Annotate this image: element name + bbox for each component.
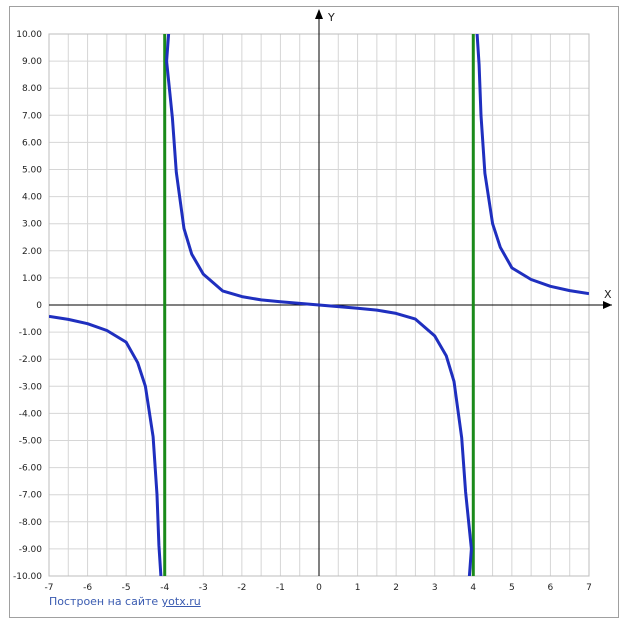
credit-link[interactable]: yotx.ru bbox=[161, 595, 201, 608]
x-tick-label: 3 bbox=[432, 583, 438, 593]
x-tick-label: 7 bbox=[586, 583, 592, 593]
y-axis-label: Y bbox=[327, 11, 335, 24]
x-tick-label: -1 bbox=[276, 583, 285, 593]
credit-line: Построен на сайте yotx.ru bbox=[49, 595, 201, 608]
y-tick-label: -2.00 bbox=[19, 355, 43, 365]
x-tick-label: 6 bbox=[548, 583, 554, 593]
y-tick-label: -4.00 bbox=[19, 409, 43, 419]
x-tick-label: 5 bbox=[509, 583, 515, 593]
y-tick-label: 4.00 bbox=[22, 193, 42, 203]
y-tick-label: 3.00 bbox=[22, 220, 42, 230]
y-tick-label: 8.00 bbox=[22, 84, 42, 94]
x-axis-arrow bbox=[603, 301, 612, 309]
x-tick-label: 1 bbox=[355, 583, 361, 593]
x-axis-label: X bbox=[604, 288, 612, 301]
x-tick-label: -3 bbox=[199, 583, 208, 593]
y-axis-arrow bbox=[315, 9, 323, 19]
curve-branch bbox=[49, 314, 163, 576]
y-tick-label: 0 bbox=[36, 301, 42, 311]
y-tick-label: -6.00 bbox=[19, 464, 43, 474]
y-tick-label: -10.00 bbox=[13, 572, 42, 582]
x-tick-label: 4 bbox=[470, 583, 476, 593]
y-tick-label: 1.00 bbox=[22, 274, 42, 284]
x-tick-label: -2 bbox=[237, 583, 246, 593]
y-tick-label: -9.00 bbox=[19, 545, 43, 555]
x-tick-label: -4 bbox=[160, 583, 169, 593]
y-tick-label: 7.00 bbox=[22, 111, 42, 121]
x-tick-label: -7 bbox=[45, 583, 54, 593]
y-tick-label: -5.00 bbox=[19, 437, 43, 447]
x-tick-label: -5 bbox=[122, 583, 131, 593]
y-tick-label: -3.00 bbox=[19, 382, 43, 392]
y-tick-label: -8.00 bbox=[19, 518, 43, 528]
y-tick-label: 9.00 bbox=[22, 57, 42, 67]
credit-text: Построен на сайте bbox=[49, 595, 159, 608]
curve-branch bbox=[165, 34, 473, 576]
y-tick-label: 2.00 bbox=[22, 247, 42, 257]
y-tick-label: -7.00 bbox=[19, 491, 43, 501]
y-tick-label: 6.00 bbox=[22, 138, 42, 148]
y-tick-label: -1.00 bbox=[19, 328, 43, 338]
x-tick-label: -6 bbox=[83, 583, 92, 593]
curve-branch bbox=[475, 34, 589, 296]
chart-frame bbox=[9, 6, 619, 618]
y-tick-label: 5.00 bbox=[22, 166, 42, 176]
x-tick-label: 0 bbox=[316, 583, 322, 593]
x-tick-label: 2 bbox=[393, 583, 399, 593]
y-tick-label: 10.00 bbox=[16, 30, 42, 40]
